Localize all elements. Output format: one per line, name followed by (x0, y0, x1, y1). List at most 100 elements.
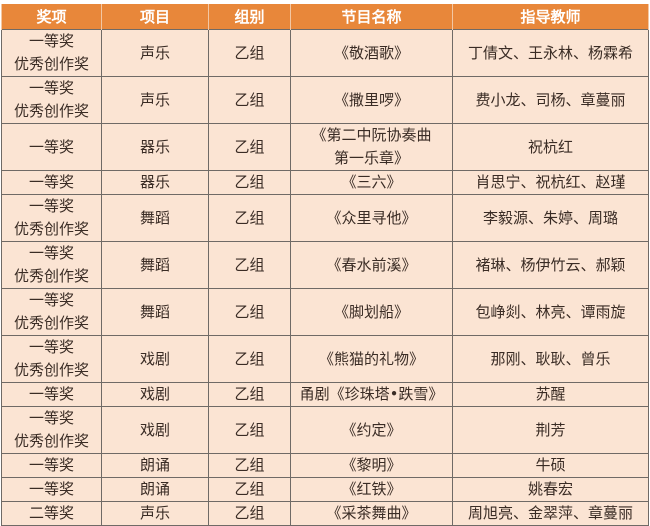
title-cell: 《采茶舞曲》 (290, 501, 453, 526)
award-cell: 一等奖 (1, 453, 102, 478)
award-cell-line: 优秀创作奖 (13, 361, 89, 379)
award-cell: 一等奖 (1, 382, 102, 407)
teachers-cell: 褚琳、杨伊竹云、郝颖 (452, 241, 649, 289)
category-cell: 声乐 (101, 76, 209, 124)
table-row: 二等奖 声乐 乙组 《采茶舞曲》 周旭亮、金翠萍、章蔓丽 (1, 501, 649, 526)
award-cell-line: 一等奖 (28, 137, 74, 156)
title-cell-line: 《采茶舞曲》 (326, 504, 417, 522)
award-cell-line: 一等奖 (28, 79, 74, 97)
group-cell: 乙组 (208, 382, 291, 407)
award-cell-line: 优秀创作奖 (13, 267, 89, 285)
award-cell-line: 优秀创作奖 (13, 432, 89, 450)
category-cell: 舞蹈 (101, 194, 209, 242)
group-cell: 乙组 (208, 453, 291, 478)
category-cell: 舞蹈 (101, 288, 209, 336)
teachers-cell: 那刚、耿耿、曾乐 (452, 335, 649, 383)
group-cell: 乙组 (208, 194, 291, 242)
award-cell-line: 一等奖 (28, 244, 74, 262)
award-cell: 一等奖 (1, 123, 102, 171)
header-teachers: 指导教师 (452, 4, 649, 30)
group-cell: 乙组 (208, 288, 291, 336)
award-cell: 一等奖 优秀创作奖 (1, 241, 102, 289)
award-cell-line: 优秀创作奖 (13, 102, 89, 120)
category-cell: 戏剧 (101, 335, 209, 383)
teachers-cell: 姚春宏 (452, 477, 649, 502)
award-cell-line: 优秀创作奖 (13, 55, 89, 73)
teachers-cell: 牛硕 (452, 453, 649, 478)
group-cell: 乙组 (208, 477, 291, 502)
table-row: 一等奖 优秀创作奖 声乐 乙组 《撒里啰》 费小龙、司杨、章蔓丽 (1, 76, 649, 124)
category-cell: 器乐 (101, 123, 209, 171)
table-row: 一等奖 优秀创作奖 戏剧 乙组 《熊猫的礼物》 那刚、耿耿、曾乐 (1, 335, 649, 383)
table-row: 一等奖 器乐 乙组 《第二中阮协奏曲 第一乐章》 祝杭红 (1, 123, 649, 171)
category-cell: 声乐 (101, 501, 209, 526)
award-cell-line: 一等奖 (28, 456, 74, 474)
teachers-cell: 苏醒 (452, 382, 649, 407)
table-row: 一等奖 朗诵 乙组 《黎明》 牛硕 (1, 453, 649, 478)
header-title: 节目名称 (290, 4, 453, 30)
category-cell: 朗诵 (101, 453, 209, 478)
award-cell-line: 一等奖 (28, 338, 74, 356)
award-cell: 一等奖 优秀创作奖 (1, 194, 102, 242)
title-cell-line: 《熊猫的礼物》 (318, 349, 424, 368)
title-cell-line: 《敬酒歌》 (333, 43, 409, 62)
teachers-cell: 包峥剡、林亮、谭雨旋 (452, 288, 649, 336)
table-body: 一等奖 优秀创作奖 声乐 乙组 《敬酒歌》 丁倩文、王永林、杨霖希 一等奖 优秀创作奖 声乐 乙组… (1, 29, 649, 526)
title-cell-line: 甬剧《珍珠塔•跌雪》 (299, 385, 444, 403)
header-group: 组别 (208, 4, 291, 30)
title-cell: 甬剧《珍珠塔•跌雪》 (290, 382, 453, 407)
award-cell: 一等奖 优秀创作奖 (1, 76, 102, 124)
title-cell: 《红铁》 (290, 477, 453, 502)
title-cell-line: 《黎明》 (341, 456, 402, 474)
title-cell-line: 第一乐章》 (333, 149, 409, 167)
teachers-cell: 祝杭红 (452, 123, 649, 171)
teachers-cell: 荆芳 (452, 406, 649, 454)
category-cell: 声乐 (101, 29, 209, 77)
title-cell: 《撒里啰》 (290, 76, 453, 124)
group-cell: 乙组 (208, 241, 291, 289)
group-cell: 乙组 (208, 406, 291, 454)
award-cell: 一等奖 (1, 170, 102, 195)
title-cell-line: 《红铁》 (341, 480, 402, 498)
award-cell-line: 一等奖 (28, 197, 74, 215)
title-cell-line: 《春水前溪》 (326, 255, 417, 274)
title-cell: 《第二中阮协奏曲 第一乐章》 (290, 123, 453, 171)
group-cell: 乙组 (208, 29, 291, 77)
title-cell: 《约定》 (290, 406, 453, 454)
teachers-cell: 肖思宁、祝杭红、赵瑾 (452, 170, 649, 195)
title-cell-line: 《撒里啰》 (333, 90, 409, 109)
award-cell: 一等奖 优秀创作奖 (1, 29, 102, 77)
title-cell: 《敬酒歌》 (290, 29, 453, 77)
category-cell: 朗诵 (101, 477, 209, 502)
table-row: 一等奖 器乐 乙组 《三六》 肖思宁、祝杭红、赵瑾 (1, 170, 649, 195)
title-cell-line: 《第二中阮协奏曲 (311, 126, 432, 144)
teachers-cell: 周旭亮、金翠萍、章蔓丽 (452, 501, 649, 526)
group-cell: 乙组 (208, 170, 291, 195)
title-cell-line: 《脚划船》 (333, 302, 409, 321)
header-row: 奖项 项目 组别 节目名称 指导教师 (1, 4, 649, 30)
table-row: 一等奖优秀创作奖 戏剧 乙组 《约定》 荆芳 (1, 406, 649, 454)
award-cell: 二等奖 (1, 501, 102, 526)
table-row: 一等奖 戏剧 乙组 甬剧《珍珠塔•跌雪》 苏醒 (1, 382, 649, 407)
table-row: 一等奖 优秀创作奖 舞蹈 乙组 《众里寻他》 李毅源、朱婷、周璐 (1, 194, 649, 242)
table-row: 一等奖 优秀创作奖 声乐 乙组 《敬酒歌》 丁倩文、王永林、杨霖希 (1, 29, 649, 77)
title-cell-line: 《约定》 (341, 420, 402, 439)
category-cell: 舞蹈 (101, 241, 209, 289)
title-cell: 《熊猫的礼物》 (290, 335, 453, 383)
header-category: 项目 (101, 4, 209, 30)
teachers-cell: 丁倩文、王永林、杨霖希 (452, 29, 649, 77)
category-cell: 戏剧 (101, 406, 209, 454)
title-cell: 《脚划船》 (290, 288, 453, 336)
award-cell: 一等奖 优秀创作奖 (1, 288, 102, 336)
award-cell-line: 一等奖 (28, 480, 74, 498)
award-cell-line: 一等奖 (28, 409, 74, 427)
title-cell: 《春水前溪》 (290, 241, 453, 289)
teachers-cell: 费小龙、司杨、章蔓丽 (452, 76, 649, 124)
award-cell: 一等奖 优秀创作奖 (1, 406, 102, 454)
title-cell-line: 《三六》 (341, 173, 402, 191)
table-row: 一等奖优秀创作奖 舞蹈 乙组 《春水前溪》 褚琳、杨伊竹云、郝颖 (1, 241, 649, 289)
awards-table: 奖项 项目 组别 节目名称 指导教师 一等奖 优秀创作奖 声乐 乙组 《敬酒歌》 丁倩文、… (1, 4, 649, 526)
award-cell-line: 一等奖 (28, 173, 74, 191)
award-cell-line: 一等奖 (28, 291, 74, 309)
group-cell: 乙组 (208, 123, 291, 171)
